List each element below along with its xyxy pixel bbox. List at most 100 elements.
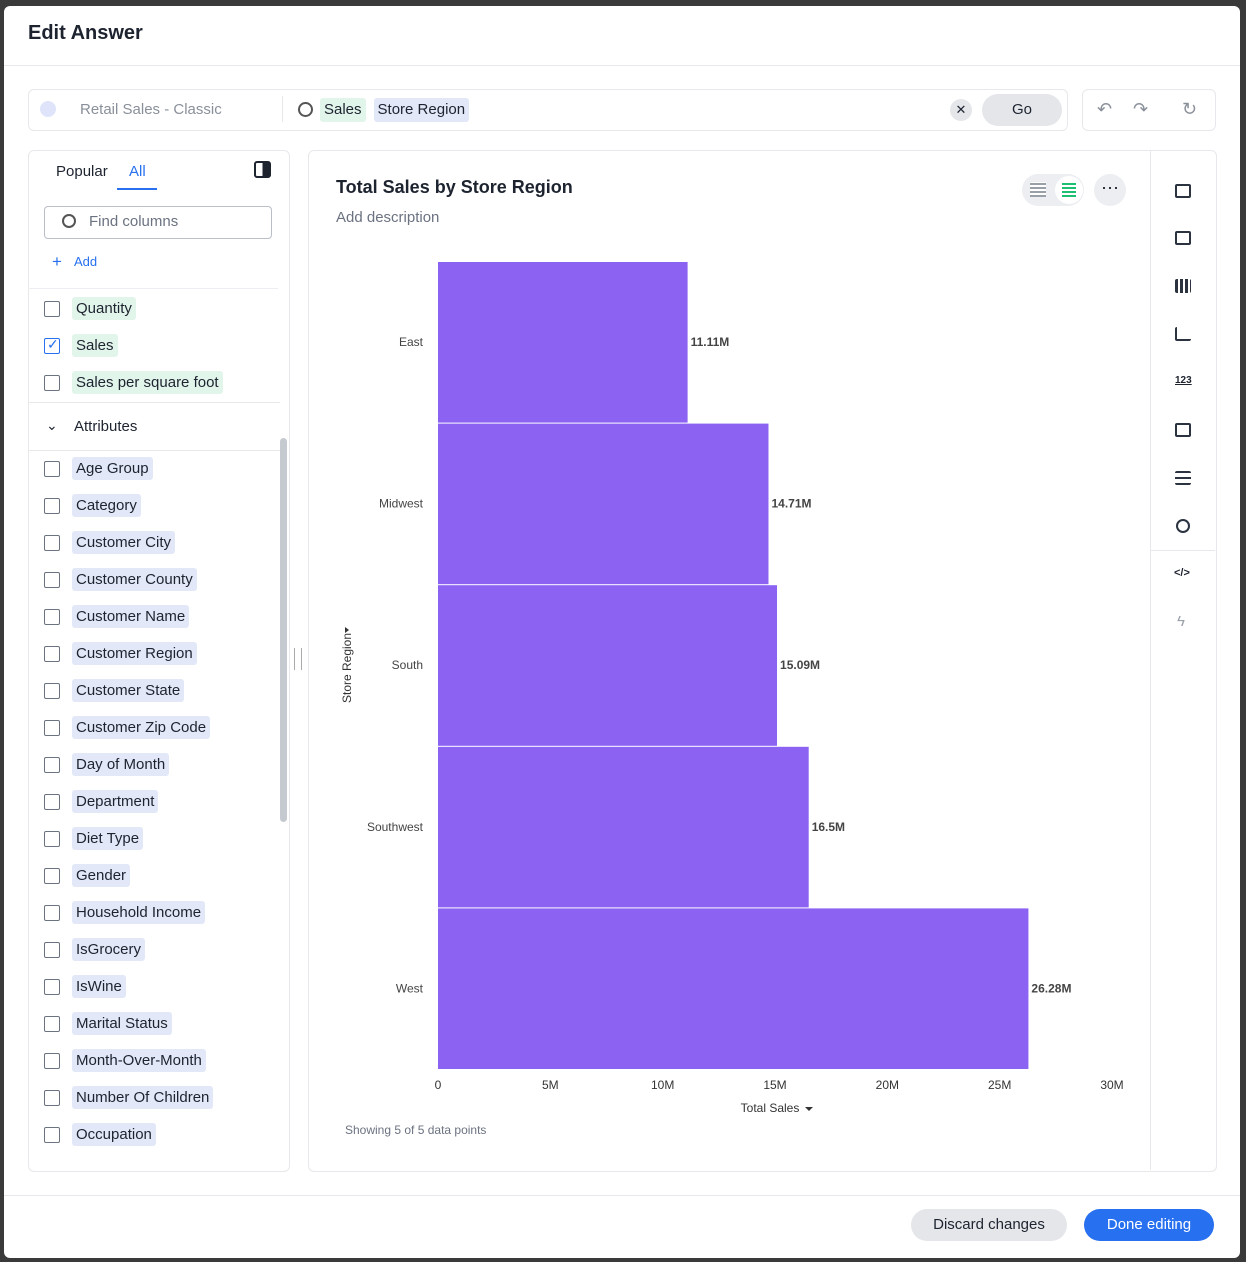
column-tag[interactable]: IsGrocery	[72, 938, 146, 961]
checkbox[interactable]	[44, 979, 60, 995]
column-tag[interactable]: Number Of Children	[72, 1086, 214, 1109]
sort-icon[interactable]	[805, 1107, 813, 1111]
search-token[interactable]: Sales	[320, 98, 366, 122]
bar	[438, 585, 778, 746]
rail-sync[interactable]	[1175, 231, 1191, 245]
column-tag[interactable]: Marital Status	[72, 1012, 172, 1035]
value-label: 14.71M	[771, 497, 811, 511]
rail-comment[interactable]	[1175, 423, 1191, 437]
column-tag[interactable]: Quantity	[72, 297, 136, 320]
tab-indicator	[117, 188, 157, 190]
source-icon	[40, 101, 56, 117]
column-tag[interactable]: IsWine	[72, 975, 126, 998]
column-tag[interactable]: Occupation	[72, 1123, 156, 1146]
find-placeholder: Find columns	[89, 213, 179, 230]
tab[interactable]: All	[129, 163, 146, 180]
column-tag[interactable]: Category	[72, 494, 141, 517]
rail-alert[interactable]	[1176, 519, 1190, 533]
checkbox[interactable]	[44, 461, 60, 477]
x-tick-label: 10M	[651, 1078, 674, 1092]
go-button[interactable]: Go	[982, 94, 1062, 126]
rail-chart-config[interactable]	[1175, 184, 1191, 198]
x-tick-label: 25M	[988, 1078, 1011, 1092]
chart-icon	[1062, 182, 1076, 197]
source-name[interactable]: Retail Sales - Classic	[80, 101, 222, 118]
done-button[interactable]: Done editing	[1084, 1209, 1214, 1241]
column-tag[interactable]: Customer Region	[72, 642, 197, 665]
add-column[interactable]: Add	[74, 254, 98, 269]
collapse-icon[interactable]: ⌄	[46, 417, 58, 433]
column-tag[interactable]: Department	[72, 790, 159, 813]
divider	[4, 1195, 1240, 1196]
checkbox[interactable]	[44, 868, 60, 884]
column-tag[interactable]: Month-Over-Month	[72, 1049, 206, 1072]
bar	[438, 262, 688, 423]
checkbox[interactable]	[44, 646, 60, 662]
find-columns[interactable]	[44, 206, 272, 239]
checkbox[interactable]	[44, 375, 60, 391]
checkbox[interactable]	[44, 905, 60, 921]
resize-handle[interactable]	[294, 648, 302, 670]
rail-number[interactable]: 123	[1175, 375, 1192, 386]
section-title: Attributes	[74, 418, 138, 435]
column-tag[interactable]: Customer County	[72, 568, 197, 591]
checkbox[interactable]	[44, 338, 60, 354]
rail-list[interactable]	[1175, 471, 1191, 485]
divider	[1150, 150, 1151, 1170]
rail-axes[interactable]	[1175, 327, 1191, 341]
column-tag[interactable]: Gender	[72, 864, 131, 887]
search-token[interactable]: Store Region	[373, 98, 470, 122]
value-label: 16.5M	[812, 820, 845, 834]
checkbox[interactable]	[44, 683, 60, 699]
scrollbar[interactable]	[280, 438, 287, 822]
checkbox[interactable]	[44, 720, 60, 736]
column-tag[interactable]: Customer Name	[72, 605, 190, 628]
column-tag[interactable]: Sales per square foot	[72, 371, 223, 394]
redo[interactable]: ↷	[1133, 99, 1149, 119]
checkbox[interactable]	[44, 1016, 60, 1032]
more-menu[interactable]: ⋯	[1094, 174, 1126, 206]
search-bar[interactable]	[28, 89, 1068, 131]
checkbox[interactable]	[44, 1127, 60, 1143]
column-tag[interactable]: Sales	[72, 334, 118, 357]
add-icon: +	[52, 252, 62, 271]
rail-code[interactable]: </>	[1174, 567, 1190, 579]
tab[interactable]: Popular	[56, 163, 108, 180]
reset[interactable]: ↻	[1182, 99, 1198, 119]
rail-spark[interactable]: ϟ	[1177, 613, 1185, 630]
checkbox[interactable]	[44, 1090, 60, 1106]
y-axis-title[interactable]: Store Region	[340, 633, 354, 703]
y-tick-label: Midwest	[379, 497, 424, 511]
checkmark: ✓	[47, 336, 59, 352]
undo[interactable]: ↶	[1097, 99, 1113, 119]
checkbox[interactable]	[44, 942, 60, 958]
column-tag[interactable]: Age Group	[72, 457, 153, 480]
checkbox[interactable]	[44, 757, 60, 773]
search-tokens: Sales Store Region	[320, 98, 470, 122]
column-tag[interactable]: Household Income	[72, 901, 206, 924]
column-tag[interactable]: Customer State	[72, 679, 185, 702]
checkbox[interactable]	[44, 794, 60, 810]
checkbox[interactable]	[44, 301, 60, 317]
checkbox[interactable]	[44, 609, 60, 625]
clear-button[interactable]: ✕	[950, 99, 972, 121]
rail-columns[interactable]	[1175, 279, 1191, 293]
checkbox[interactable]	[44, 1053, 60, 1069]
checkbox[interactable]	[44, 831, 60, 847]
y-tick-label: South	[392, 658, 423, 672]
discard-button[interactable]: Discard changes	[911, 1209, 1067, 1241]
column-tag[interactable]: Day of Month	[72, 753, 170, 776]
value-label: 26.28M	[1031, 981, 1071, 995]
checkbox[interactable]	[44, 535, 60, 551]
column-tag[interactable]: Customer City	[72, 531, 176, 554]
x-axis-title[interactable]: Total Sales	[741, 1101, 800, 1115]
panel-toggle[interactable]	[254, 161, 271, 178]
column-tag[interactable]: Customer Zip Code	[72, 716, 211, 739]
sort-icon[interactable]	[345, 627, 349, 633]
checkbox[interactable]	[44, 498, 60, 514]
modal-title: Edit Answer	[28, 22, 143, 44]
column-tag[interactable]: Diet Type	[72, 827, 144, 850]
chart-description[interactable]: Add description	[336, 209, 439, 226]
checkbox[interactable]	[44, 572, 60, 588]
